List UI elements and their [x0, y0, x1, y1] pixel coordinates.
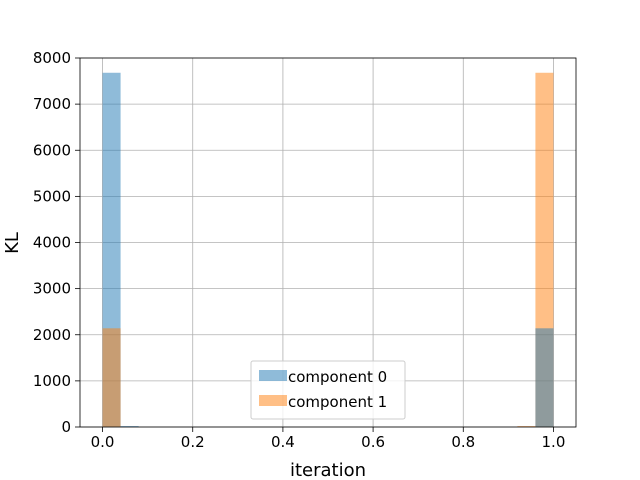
legend-box [250, 360, 406, 420]
bars [102, 72, 554, 427]
x-tick-label: 0.2 [181, 433, 205, 451]
y-tick-label: 4000 [33, 234, 71, 252]
y-tick-label: 5000 [33, 187, 71, 205]
y-tick-label: 6000 [33, 141, 71, 159]
legend-label: component 1 [288, 393, 387, 411]
x-tick-label: 0.6 [361, 433, 385, 451]
bar-component-1-0 [102, 328, 121, 427]
y-tick-label: 0 [61, 418, 71, 436]
x-tick-label: 1.0 [542, 433, 566, 451]
bar-component-0-0 [535, 328, 554, 427]
y-axis-ticks: 0 1000 2000 3000 4000 5000 6000 7000 8000 [33, 49, 80, 436]
x-axis-ticks: 0.0 0.2 0.4 0.6 0.8 1.0 [91, 427, 566, 451]
x-axis-label: iteration [290, 460, 366, 480]
bar-component-1-1 [517, 426, 536, 427]
y-axis-label: KL [2, 232, 23, 254]
legend-label: component 0 [288, 368, 387, 386]
y-tick-label: 2000 [33, 326, 71, 344]
legend: component 0 component 1 [250, 360, 406, 420]
x-tick-label: 0.0 [91, 433, 115, 451]
y-tick-label: 1000 [33, 372, 71, 390]
legend-swatch [259, 370, 287, 381]
x-tick-label: 0.4 [271, 433, 295, 451]
y-tick-label: 7000 [33, 95, 71, 113]
x-tick-label: 0.8 [451, 433, 475, 451]
legend-swatch [259, 395, 287, 406]
y-tick-label: 8000 [33, 49, 71, 67]
y-tick-label: 3000 [33, 280, 71, 298]
bar-component-0-1 [120, 426, 139, 427]
